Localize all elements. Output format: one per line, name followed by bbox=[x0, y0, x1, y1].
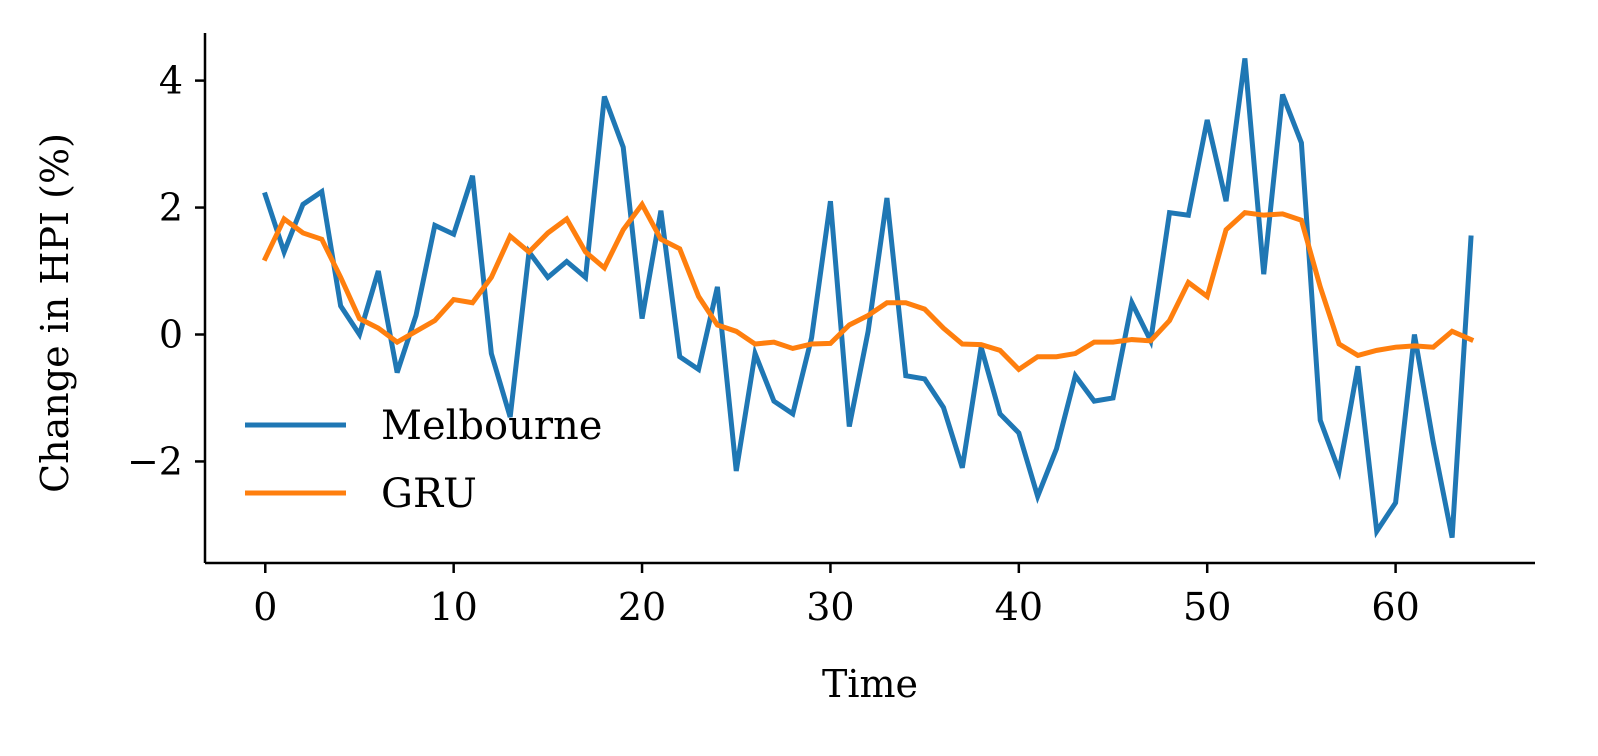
y-tick-label: −2 bbox=[127, 439, 183, 483]
legend-label-gru: GRU bbox=[381, 471, 477, 517]
y-axis-label: Change in HPI (%) bbox=[33, 133, 77, 493]
axes-layer bbox=[203, 33, 1535, 565]
series-layer bbox=[261, 58, 1475, 539]
x-axis-label: Time bbox=[822, 662, 918, 706]
y-tick-label: 0 bbox=[159, 312, 183, 356]
x-tick-label: 20 bbox=[618, 585, 666, 629]
x-tick-label: 60 bbox=[1371, 585, 1419, 629]
series-line-gru bbox=[261, 199, 1475, 373]
x-tick-label: 50 bbox=[1183, 585, 1231, 629]
legend-label-melbourne: Melbourne bbox=[381, 403, 602, 449]
x-ticks: 0 10 20 30 40 50 60 bbox=[253, 563, 1420, 629]
y-ticks: −2 0 2 4 bbox=[127, 59, 205, 483]
y-tick-label: 2 bbox=[159, 186, 183, 230]
x-tick-label: 0 bbox=[253, 585, 277, 629]
x-tick-label: 30 bbox=[806, 585, 854, 629]
y-tick-label: 4 bbox=[159, 59, 183, 103]
legend: Melbourne GRU bbox=[245, 403, 602, 517]
series-line-melbourne bbox=[262, 58, 1474, 539]
x-tick-label: 40 bbox=[995, 585, 1043, 629]
x-tick-label: 10 bbox=[429, 585, 477, 629]
